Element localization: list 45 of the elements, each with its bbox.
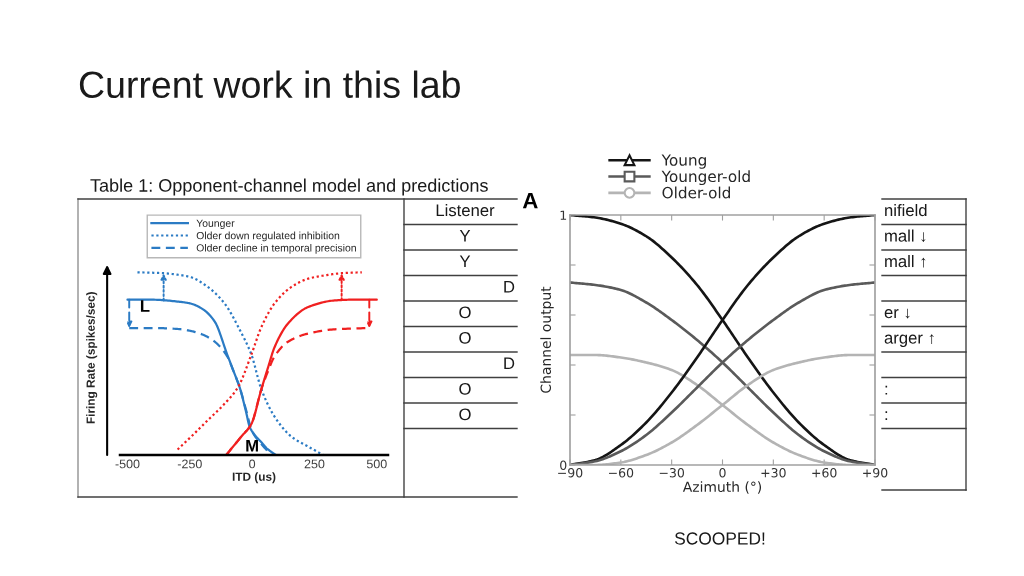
text: Table 1: Opponent-channel model and predictions [90, 178, 488, 196]
text: nifield [885, 203, 927, 217]
text: O [459, 306, 471, 319]
text: D [504, 281, 515, 293]
text: A [522, 192, 538, 209]
legend-label: Older down regulated inhibition [196, 231, 340, 242]
annotation: L [140, 300, 150, 312]
x-tick-label: −60 [608, 468, 634, 478]
x-tick-label: 0 [719, 468, 726, 478]
text: D [504, 357, 515, 370]
x-tick-label: −30 [659, 468, 685, 478]
x-tick-label: +90 [863, 468, 888, 478]
text: O [459, 382, 471, 395]
x-tick-label: +60 [812, 468, 837, 478]
annotation: M [246, 440, 258, 452]
text: O [459, 331, 471, 344]
text: : [885, 385, 888, 395]
legend-label: Young [661, 154, 706, 169]
x-tick-label: +30 [761, 468, 786, 478]
y-axis-title: Firing Rate (spikes/sec) [86, 292, 98, 424]
y-axis-title: Channel output [540, 286, 554, 393]
legend-label: Younger-old [661, 170, 750, 186]
y-tick-label: 1 [560, 210, 567, 220]
legend-label: Older decline in temporal precision [196, 243, 356, 254]
text: mall ↓ [885, 229, 926, 243]
text: Y [459, 230, 471, 242]
text: er ↓ [884, 308, 910, 319]
text: : [885, 411, 888, 421]
x-tick-label: −90 [558, 468, 583, 478]
text: SCOOPED! [674, 532, 765, 545]
text: mall ↑ [885, 254, 926, 268]
legend-label: Younger [196, 219, 235, 229]
text: Current work in this lab [79, 70, 460, 99]
x-axis-title: Azimuth (°) [682, 481, 762, 494]
text: arger ↑ [884, 334, 934, 348]
x-axis-title: ITD (us) [232, 472, 276, 484]
x-tick-label: -500 [115, 459, 140, 469]
x-tick-label: -250 [177, 459, 202, 469]
x-tick-label: 0 [249, 459, 256, 469]
x-tick-label: 500 [366, 459, 387, 469]
text: Listener [436, 203, 495, 217]
text: Y [459, 255, 471, 268]
x-tick-label: 250 [304, 459, 325, 469]
legend-label: Older-old [662, 186, 730, 199]
text: O [459, 408, 471, 421]
